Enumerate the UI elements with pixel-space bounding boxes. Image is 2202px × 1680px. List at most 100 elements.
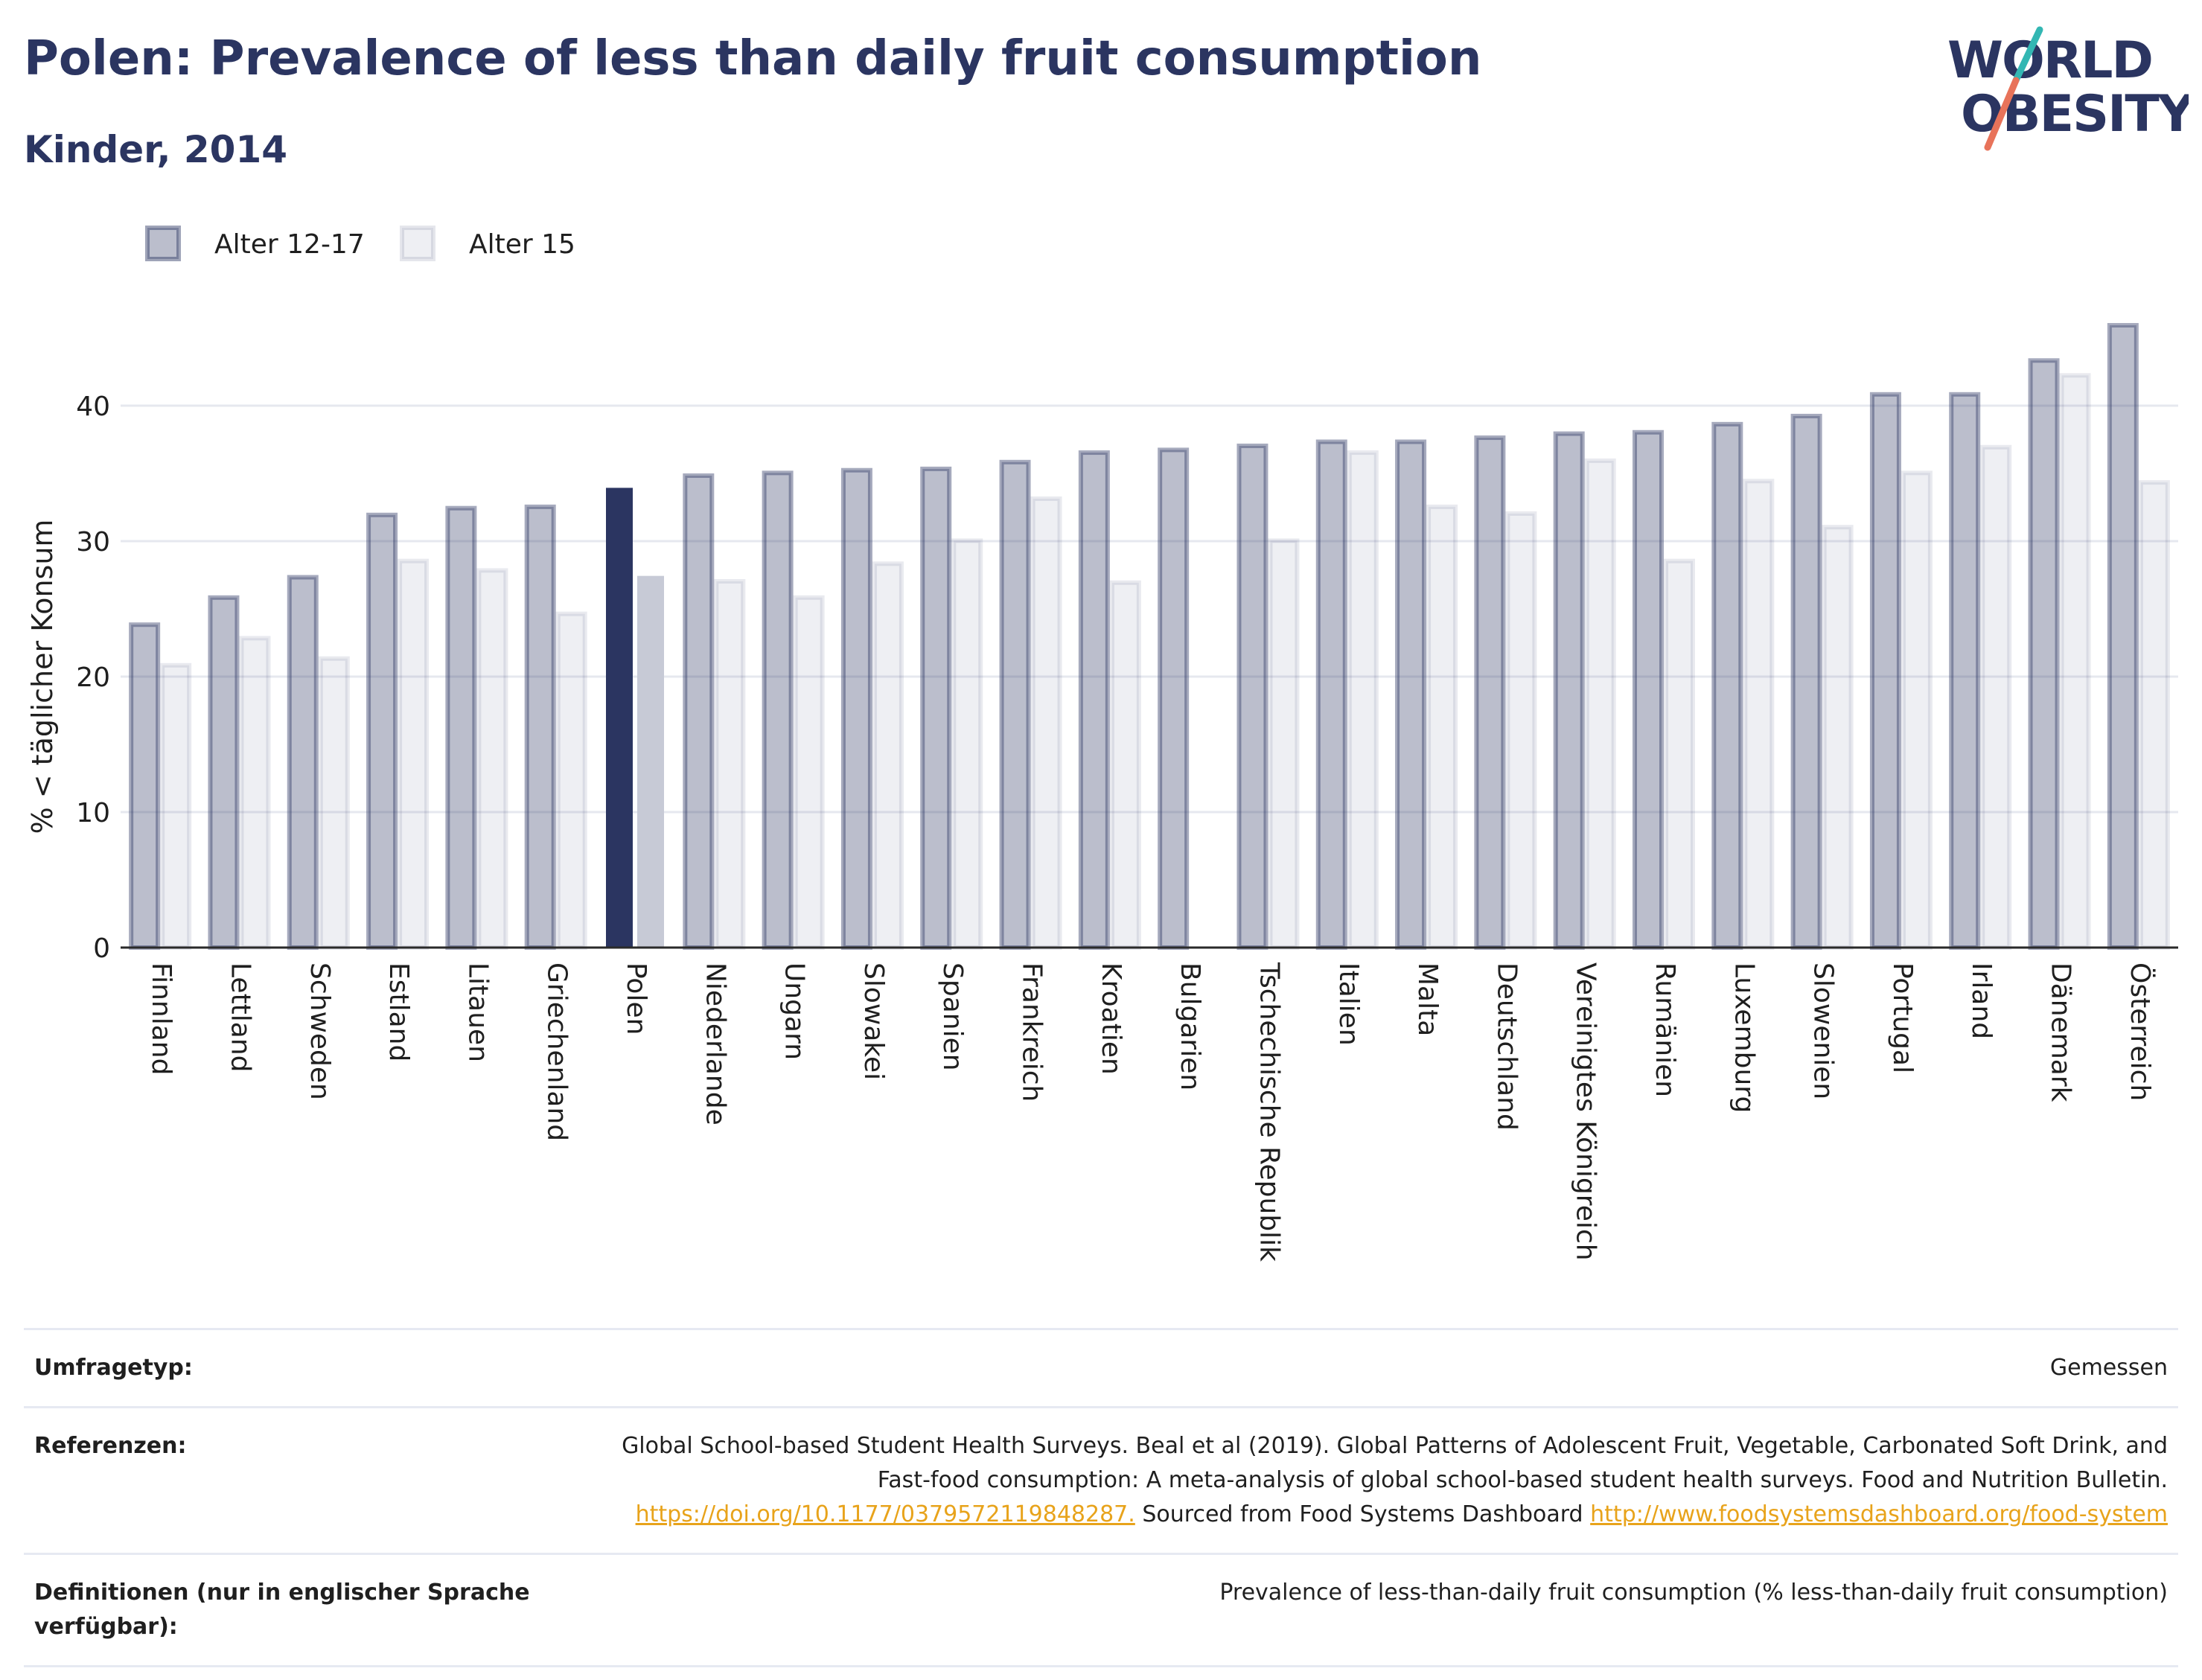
bar-age15-6	[555, 611, 587, 950]
bar-age12-17-14	[1158, 447, 1190, 951]
bar-age12-17-23	[1869, 392, 1901, 950]
definitions-value: Prevalence of less-than-daily fruit cons…	[558, 1553, 2178, 1667]
survey-type-row: Umfragetyp: Gemessen	[24, 1328, 2178, 1408]
x-tick-label: Estland	[383, 962, 414, 1061]
x-tick-label: Deutschland	[1491, 962, 1522, 1131]
bar-age15-7	[637, 575, 664, 948]
x-tick-label: Malta	[1412, 962, 1443, 1036]
bar-age12-17-20	[1633, 429, 1664, 950]
bar-series	[129, 322, 2170, 951]
bar-age12-17-3	[287, 575, 319, 950]
y-tick-label: 0	[93, 933, 110, 964]
x-tick-label: Kroatien	[1096, 962, 1126, 1075]
bar-age12-17-15	[1236, 443, 1268, 950]
bar-age15-22	[1822, 525, 1854, 951]
bar-age15-13	[1109, 580, 1141, 951]
references-label: Referenzen:	[24, 1406, 558, 1555]
x-tick-label: Tschechische Republik	[1254, 962, 1284, 1262]
logo-line1: WORLD	[1947, 31, 2152, 90]
bar-age12-17-8	[683, 473, 715, 950]
bar-age12-17-5	[445, 505, 477, 950]
bar-age15-5	[476, 568, 508, 950]
x-tick-label: Finnland	[146, 962, 176, 1075]
survey-type-value: Gemessen	[558, 1328, 2178, 1408]
bar-age12-17-2	[208, 595, 240, 950]
x-tick-label: Polen	[621, 962, 651, 1035]
bar-age12-17-19	[1553, 431, 1585, 950]
legend-swatch-1	[145, 226, 181, 261]
y-gridlines	[121, 404, 2178, 814]
x-tick-label: Dänemark	[2046, 962, 2076, 1102]
y-tick-label: 40	[76, 392, 110, 422]
x-tick-label: Schweden	[304, 962, 335, 1100]
legend-label-1: Alter 12-17	[214, 229, 365, 260]
x-tick-label: Portugal	[1887, 962, 1918, 1073]
x-axis-ticks: Finnland Lettland Schweden Estland Litauen Gr…	[146, 962, 2156, 1262]
chart-legend: Alter 12-17 Alter 15	[145, 226, 575, 261]
bar-age12-17-18	[1474, 435, 1506, 951]
bar-age12-17-4	[366, 512, 398, 950]
bar-age12-17-25	[2028, 358, 2060, 951]
bar-age12-17-10	[840, 467, 872, 951]
y-tick-label: 10	[76, 798, 110, 828]
y-axis-label: % < täglicher Konsum	[26, 520, 59, 834]
bar-age15-12	[1030, 496, 1062, 950]
definitions-row: Definitionen (nur in englischer Sprache …	[24, 1553, 2178, 1667]
bar-age12-17-7	[606, 488, 633, 948]
y-tick-label: 20	[76, 662, 110, 693]
x-tick-label: Italien	[1333, 962, 1364, 1046]
bar-age15-19	[1584, 458, 1616, 951]
bar-age15-15	[1268, 538, 1300, 950]
logo-slash-coral	[1984, 77, 2020, 151]
x-tick-label: Lettland	[225, 962, 255, 1073]
x-tick-label: Österreich	[2125, 962, 2156, 1101]
bar-age12-17-11	[920, 466, 952, 950]
references-mid: Sourced from Food Systems Dashboard	[1142, 1501, 1583, 1527]
legend-swatch-2	[400, 226, 435, 261]
bar-age15-21	[1743, 479, 1775, 950]
definitions-label: Definitionen (nur in englischer Sprache …	[24, 1553, 558, 1667]
dashboard-link[interactable]: http://www.foodsystemsdashboard.org/food…	[1590, 1501, 2168, 1527]
bar-age15-16	[1347, 450, 1379, 950]
legend-label-2: Alter 15	[469, 229, 575, 260]
x-tick-label: Litauen	[462, 962, 493, 1062]
bar-age15-17	[1426, 504, 1458, 950]
bar-age12-17-9	[762, 470, 794, 950]
x-tick-label: Luxemburg	[1729, 962, 1759, 1113]
bar-age12-17-16	[1315, 439, 1347, 950]
x-tick-label: Ungarn	[779, 962, 810, 1060]
survey-type-label: Umfragetyp:	[24, 1328, 558, 1408]
bar-age15-24	[1980, 444, 2012, 950]
bar-age15-11	[951, 538, 983, 950]
x-tick-label: Griechenland	[542, 962, 572, 1141]
chart-subtitle: Kinder, 2014	[24, 128, 288, 171]
bar-age15-10	[872, 561, 904, 950]
x-tick-label: Rumänien	[1650, 962, 1680, 1097]
doi-link[interactable]: https://doi.org/10.1177/0379572119848287…	[635, 1501, 1135, 1527]
bar-age12-17-1	[129, 622, 161, 950]
bar-age12-17-26	[2107, 322, 2139, 951]
bar-age15-20	[1664, 558, 1695, 951]
bar-age12-17-12	[999, 459, 1031, 950]
x-tick-label: Irland	[1966, 962, 1997, 1039]
x-tick-label: Niederlande	[700, 962, 730, 1125]
y-axis-ticks: 0 10 20 30 40	[76, 392, 110, 964]
bar-age15-9	[793, 595, 825, 950]
bar-chart: Alter 12-17 Alter 15 0 10 20 30 40 Finnland Le…	[26, 226, 2178, 1262]
y-tick-label: 30	[76, 527, 110, 558]
bar-age12-17-13	[1078, 450, 1110, 950]
bar-age12-17-21	[1711, 421, 1743, 950]
x-tick-label: Vereinigtes Königreich	[1571, 962, 1601, 1261]
logo-slash-teal	[2012, 26, 2043, 84]
x-tick-label: Spanien	[937, 962, 968, 1071]
references-value: Global School-based Student Health Surve…	[558, 1406, 2178, 1555]
bar-age12-17-17	[1395, 439, 1427, 950]
x-tick-label: Slowakei	[858, 962, 889, 1080]
bar-age15-4	[398, 558, 430, 951]
bar-age12-17-24	[1949, 392, 1981, 950]
x-tick-label: Frankreich	[1017, 962, 1047, 1102]
bar-age15-8	[714, 578, 746, 950]
bar-age12-17-6	[524, 504, 556, 950]
bar-age15-2	[239, 636, 271, 951]
bar-age12-17-22	[1790, 413, 1822, 951]
